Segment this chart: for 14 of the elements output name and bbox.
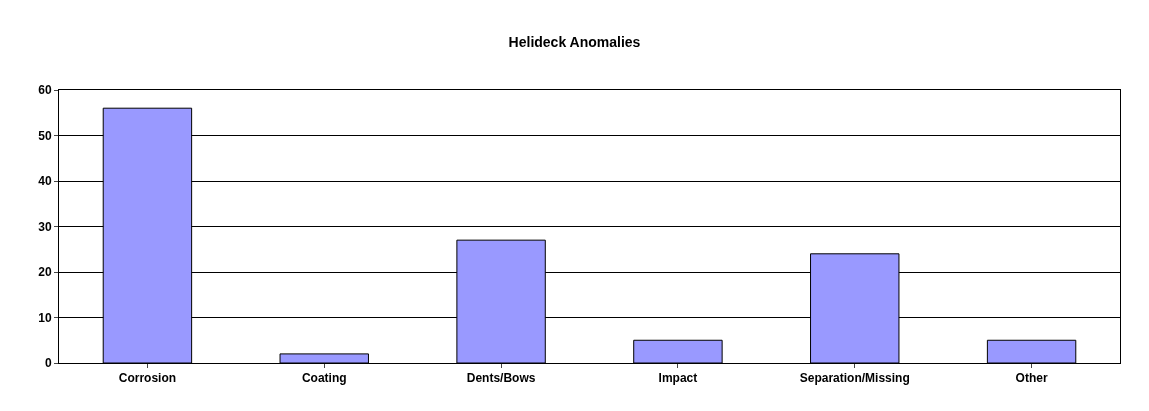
x-tick-label: Separation/Missing — [799, 371, 910, 386]
x-tick-label: Coating — [301, 371, 347, 386]
y-tick-label: 40 — [38, 174, 52, 189]
x-tick-label: Impact — [658, 371, 698, 386]
x-tick-label: Corrosion — [118, 371, 177, 386]
x-tick-label: Dents/Bows — [466, 371, 536, 386]
y-tick-label: 20 — [38, 265, 52, 280]
y-tick-label: 30 — [38, 219, 52, 234]
chart-title: Helideck Anomalies — [508, 33, 641, 50]
y-tick-label: 60 — [38, 83, 52, 98]
y-tick-label: 0 — [44, 356, 52, 371]
x-tick-label: Other — [1015, 371, 1048, 386]
y-tick-label: 50 — [38, 128, 52, 143]
y-tick-label: 10 — [38, 310, 52, 325]
